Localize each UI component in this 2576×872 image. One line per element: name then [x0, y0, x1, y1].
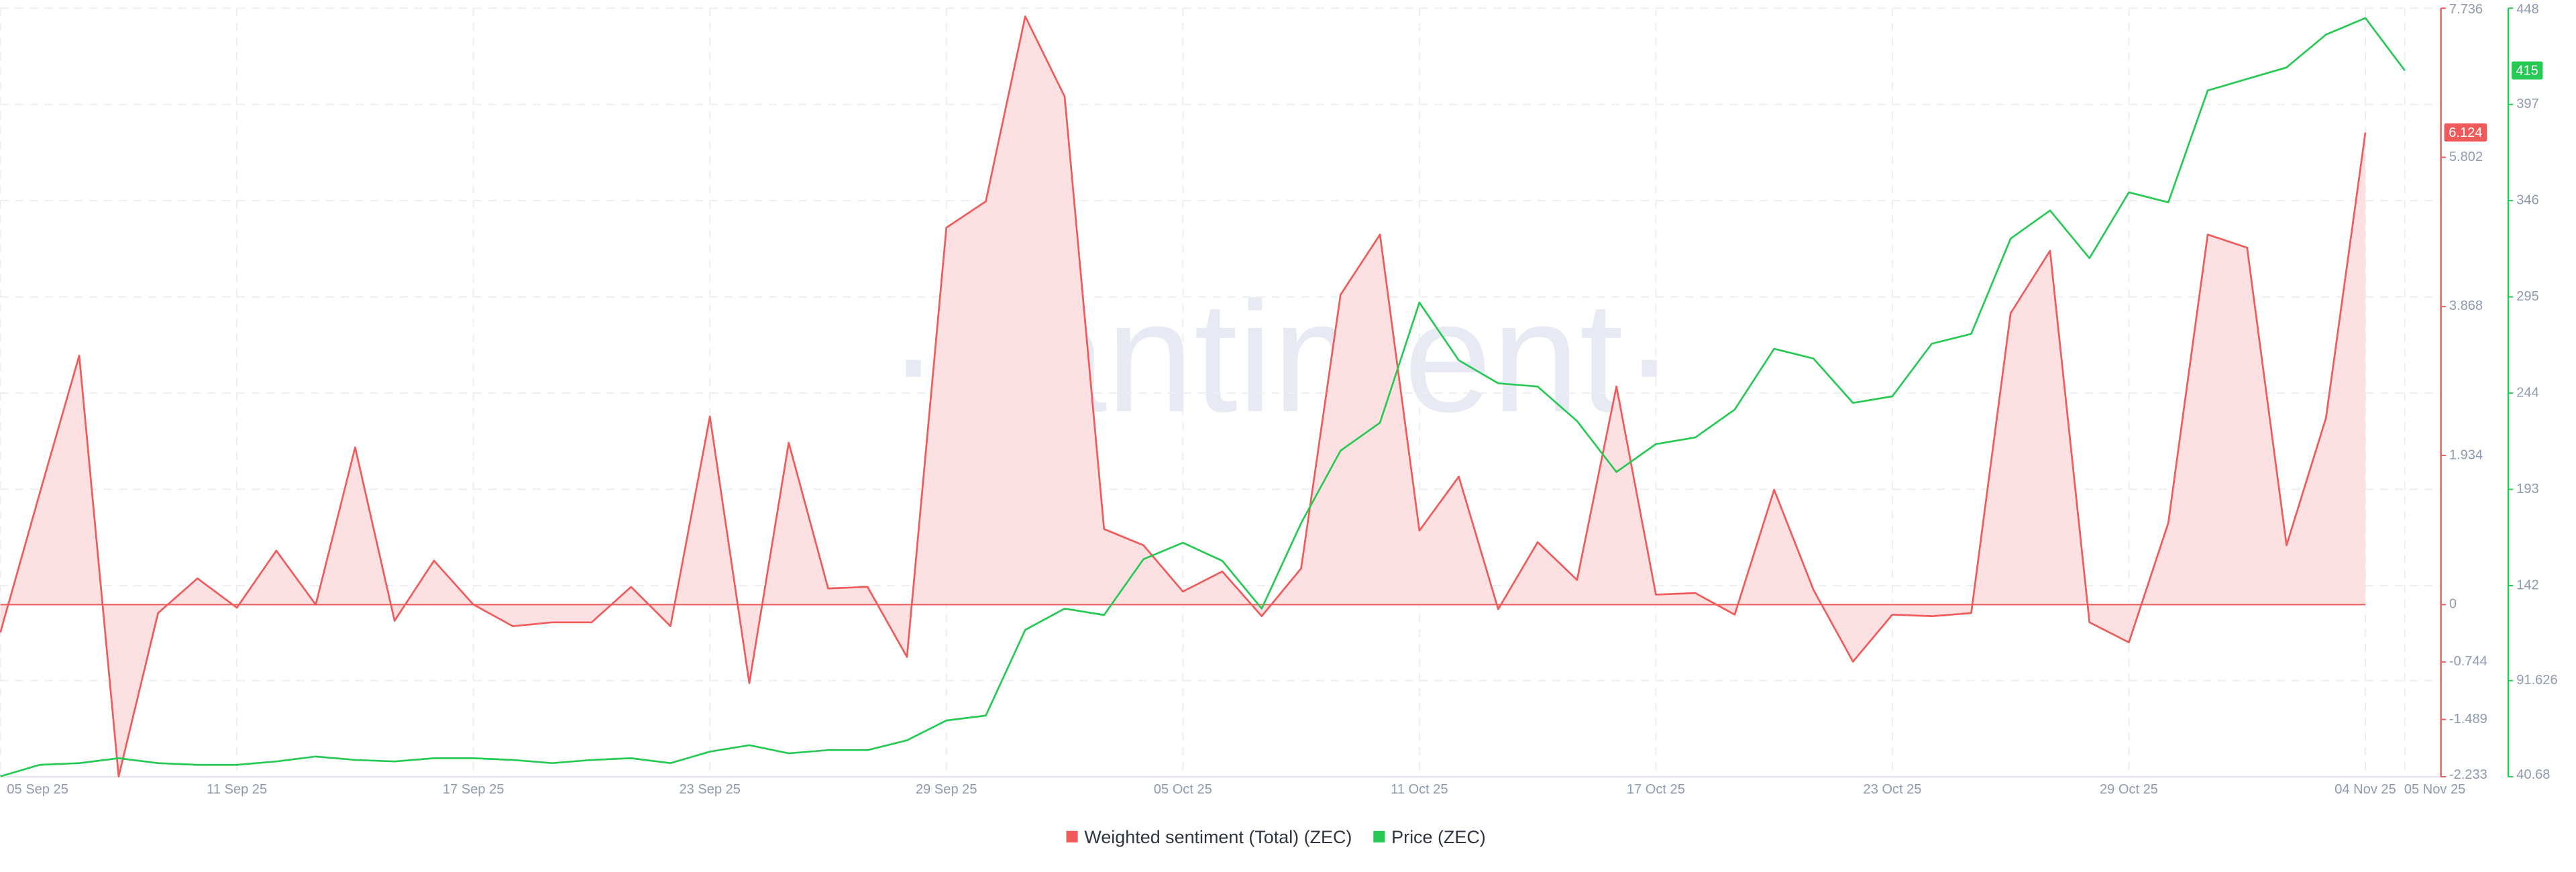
- y-tick-label: -0.744: [2449, 654, 2487, 669]
- x-tick-label: 29 Sep 25: [916, 782, 977, 797]
- legend-item: Weighted sentiment (Total) (ZEC): [1066, 827, 1352, 847]
- legend-swatch: [1373, 830, 1385, 842]
- y2-tick-label: 193: [2516, 482, 2538, 496]
- value-badge: [2444, 123, 2487, 142]
- x-tick-label: 29 Oct 25: [2100, 782, 2158, 797]
- y2-tick-label: 142: [2516, 578, 2538, 592]
- x-tick-label: 23 Oct 25: [1863, 782, 1921, 797]
- y-tick-label: -2.233: [2449, 767, 2487, 782]
- y-tick-label: 3.868: [2449, 298, 2483, 313]
- x-tick-label: 11 Oct 25: [1391, 782, 1448, 797]
- legend-item: Price (ZEC): [1373, 827, 1486, 847]
- x-tick-label: 04 Nov 25: [2334, 782, 2396, 797]
- x-tick-label: 11 Sep 25: [207, 782, 267, 797]
- x-tick-label: 17 Sep 25: [443, 782, 504, 797]
- y2-tick-label: 295: [2516, 289, 2538, 304]
- y-tick-label: -1.489: [2449, 712, 2487, 726]
- x-tick-label: 23 Sep 25: [679, 782, 740, 797]
- legend-swatch: [1066, 830, 1078, 842]
- x-tick-label: 05 Sep 25: [7, 782, 68, 797]
- y2-tick-label: 40.68: [2516, 767, 2550, 782]
- y-tick-label: 1.934: [2449, 447, 2483, 462]
- value-badge: [2511, 61, 2543, 80]
- value-badge-label: 6.124: [2449, 125, 2482, 140]
- line: [0, 17, 2406, 777]
- x-tick-label: 05 Oct 25: [1154, 782, 1212, 797]
- y-tick-label: 0: [2449, 597, 2457, 612]
- x-tick-label: 05 Nov 25: [2404, 782, 2465, 797]
- x-tick-label: 17 Oct 25: [1627, 782, 1685, 797]
- legend-label: Weighted sentiment (Total) (ZEC): [1084, 827, 1352, 847]
- area: [0, 16, 2366, 777]
- y-tick-label: 7.736: [2449, 2, 2483, 17]
- y2-tick-label: 397: [2516, 97, 2538, 111]
- value-badge-label: 415: [2516, 64, 2538, 78]
- line: [0, 15, 2367, 778]
- y-tick-label: 5.802: [2449, 150, 2483, 164]
- y2-tick-label: 448: [2516, 2, 2538, 17]
- legend-label: Price (ZEC): [1391, 827, 1486, 847]
- y2-tick-label: 91.626: [2516, 673, 2557, 688]
- y2-tick-label: 346: [2516, 193, 2538, 207]
- y2-tick-label: 244: [2516, 385, 2538, 400]
